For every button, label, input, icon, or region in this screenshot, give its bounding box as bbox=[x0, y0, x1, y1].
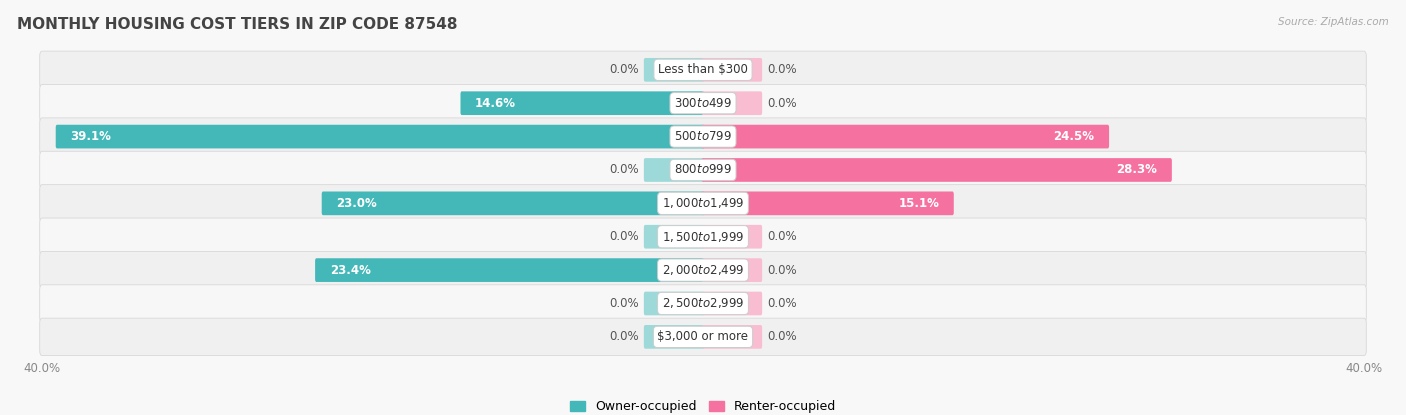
Text: $3,000 or more: $3,000 or more bbox=[658, 330, 748, 343]
FancyBboxPatch shape bbox=[702, 158, 1171, 182]
Text: 39.1%: 39.1% bbox=[70, 130, 111, 143]
FancyBboxPatch shape bbox=[39, 251, 1367, 289]
FancyBboxPatch shape bbox=[39, 318, 1367, 356]
FancyBboxPatch shape bbox=[644, 325, 704, 349]
Text: 0.0%: 0.0% bbox=[609, 330, 638, 343]
Text: 15.1%: 15.1% bbox=[898, 197, 939, 210]
Text: Source: ZipAtlas.com: Source: ZipAtlas.com bbox=[1278, 17, 1389, 27]
FancyBboxPatch shape bbox=[644, 292, 704, 315]
FancyBboxPatch shape bbox=[644, 158, 704, 182]
Text: $2,500 to $2,999: $2,500 to $2,999 bbox=[662, 296, 744, 310]
FancyBboxPatch shape bbox=[56, 125, 704, 149]
FancyBboxPatch shape bbox=[702, 125, 1109, 149]
Text: MONTHLY HOUSING COST TIERS IN ZIP CODE 87548: MONTHLY HOUSING COST TIERS IN ZIP CODE 8… bbox=[17, 17, 457, 32]
FancyBboxPatch shape bbox=[644, 225, 704, 249]
Text: 28.3%: 28.3% bbox=[1116, 164, 1157, 176]
FancyBboxPatch shape bbox=[702, 58, 762, 82]
Text: $1,000 to $1,499: $1,000 to $1,499 bbox=[662, 196, 744, 210]
Text: 0.0%: 0.0% bbox=[768, 97, 797, 110]
Text: 24.5%: 24.5% bbox=[1053, 130, 1094, 143]
Text: Less than $300: Less than $300 bbox=[658, 63, 748, 76]
FancyBboxPatch shape bbox=[702, 258, 762, 282]
FancyBboxPatch shape bbox=[39, 51, 1367, 88]
Text: 0.0%: 0.0% bbox=[609, 230, 638, 243]
Text: 0.0%: 0.0% bbox=[609, 164, 638, 176]
Text: 0.0%: 0.0% bbox=[609, 63, 638, 76]
Text: 0.0%: 0.0% bbox=[768, 230, 797, 243]
Text: $1,500 to $1,999: $1,500 to $1,999 bbox=[662, 230, 744, 244]
FancyBboxPatch shape bbox=[702, 292, 762, 315]
Text: 23.4%: 23.4% bbox=[329, 264, 371, 277]
Text: $2,000 to $2,499: $2,000 to $2,499 bbox=[662, 263, 744, 277]
FancyBboxPatch shape bbox=[644, 58, 704, 82]
Text: $800 to $999: $800 to $999 bbox=[673, 164, 733, 176]
Text: 0.0%: 0.0% bbox=[768, 264, 797, 277]
Text: 0.0%: 0.0% bbox=[768, 330, 797, 343]
FancyBboxPatch shape bbox=[39, 185, 1367, 222]
FancyBboxPatch shape bbox=[39, 151, 1367, 189]
Text: 14.6%: 14.6% bbox=[475, 97, 516, 110]
Text: 0.0%: 0.0% bbox=[768, 297, 797, 310]
Text: $500 to $799: $500 to $799 bbox=[673, 130, 733, 143]
FancyBboxPatch shape bbox=[315, 258, 704, 282]
FancyBboxPatch shape bbox=[702, 91, 762, 115]
Legend: Owner-occupied, Renter-occupied: Owner-occupied, Renter-occupied bbox=[565, 395, 841, 415]
FancyBboxPatch shape bbox=[702, 225, 762, 249]
FancyBboxPatch shape bbox=[702, 325, 762, 349]
FancyBboxPatch shape bbox=[702, 191, 953, 215]
FancyBboxPatch shape bbox=[39, 85, 1367, 122]
FancyBboxPatch shape bbox=[39, 118, 1367, 155]
Text: 23.0%: 23.0% bbox=[336, 197, 377, 210]
Text: 0.0%: 0.0% bbox=[768, 63, 797, 76]
FancyBboxPatch shape bbox=[39, 218, 1367, 255]
Text: 0.0%: 0.0% bbox=[609, 297, 638, 310]
FancyBboxPatch shape bbox=[461, 91, 704, 115]
FancyBboxPatch shape bbox=[322, 191, 704, 215]
FancyBboxPatch shape bbox=[39, 285, 1367, 322]
Text: $300 to $499: $300 to $499 bbox=[673, 97, 733, 110]
